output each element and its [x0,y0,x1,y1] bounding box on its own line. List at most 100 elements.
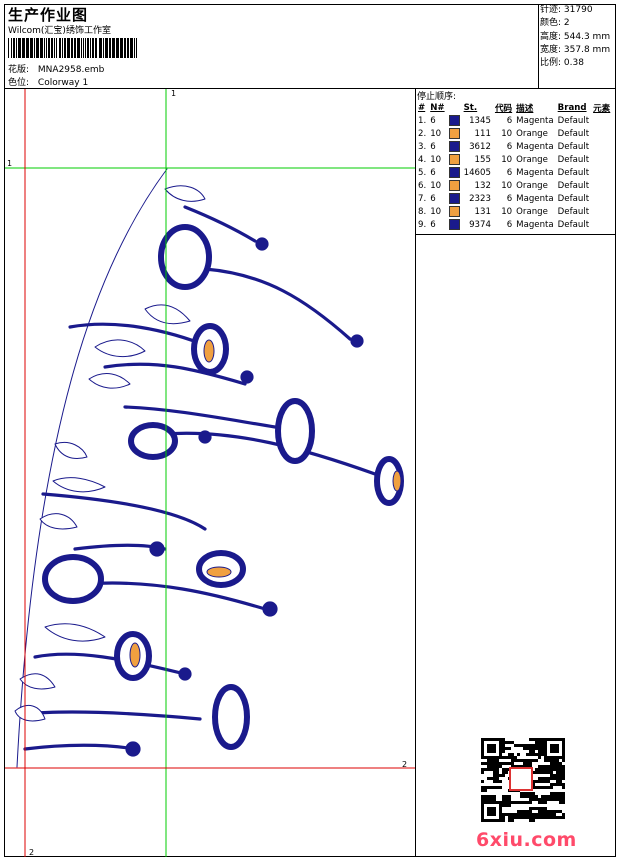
needle-number: 10 [430,128,442,139]
col-stitches: St. [463,102,478,113]
stop-row: 3. 6 3612 6 Magenta Default [416,140,612,153]
thread-description: Orange [516,180,548,191]
stop-sequence-table: # N# St. 代码 描述 Brand 元素 1. 6 1345 6 Magenta D… [416,101,612,231]
stitch-count: 131 [474,206,491,217]
bud [178,667,192,681]
thread-color-swatch [448,154,460,165]
thread-color-swatch [448,167,460,178]
thread-color-swatch [448,141,460,152]
stop-index: 5. [418,167,427,178]
flower-large [158,224,212,290]
thread-code: 10 [501,128,513,139]
thread-description: Magenta [516,193,554,204]
thread-code: 10 [501,180,513,191]
needle-number: 6 [430,167,436,178]
col-brand: Brand [557,102,587,113]
needle-number: 6 [430,193,436,204]
bud [255,237,269,251]
embroidery-design-preview: 1 1 2 2 [5,89,415,857]
flower-large [128,422,178,460]
stem [41,492,207,531]
thread-code: 6 [506,219,513,230]
stats-divider [538,4,539,88]
leaf [144,304,191,325]
panel-divider [415,88,416,857]
stat-height: 高度: 544.3 mm [540,31,611,42]
stop-row: 9. 6 9374 6 Magenta Default [416,218,612,231]
stitch-count: 111 [474,128,491,139]
thread-brand: Default [557,206,590,217]
stop-sequence-heading: 停止顺序: [417,92,457,102]
stop-row: 8. 10 131 10 Orange Default [416,205,612,218]
thread-description: Magenta [516,219,554,230]
leaf [54,442,88,459]
thread-color-swatch [448,115,460,126]
thread-color-swatch [448,219,460,230]
design-boundary [16,168,168,768]
thread-color-swatch [448,206,460,217]
thread-brand: Default [557,115,590,126]
thread-code: 6 [506,115,513,126]
col-code: 代码 [494,103,513,114]
needle-number: 10 [430,206,442,217]
thread-brand: Default [557,193,590,204]
red-vertical-guide-label: 2 [29,848,34,857]
design-stats: 针迹: 31790 颜色: 2 高度: 544.3 mm 宽度: 357.8 m… [540,4,610,70]
stop-index: 6. [418,180,427,191]
thread-code: 6 [506,141,513,152]
needle-number: 10 [430,180,442,191]
stat-scale: 比例: 0.38 [540,58,584,69]
needle-number: 6 [430,219,436,230]
header-divider [4,88,616,89]
stop-row: 1. 6 1345 6 Magenta Default [416,114,612,127]
thread-brand: Default [557,219,590,230]
thread-code: 10 [501,154,513,165]
thread-description: Orange [516,154,548,165]
design-file-name: MNA2958.emb [37,65,105,75]
thread-description: Magenta [516,115,554,126]
needle-number: 6 [430,141,436,152]
flower-large [212,684,250,750]
stitch-count: 2323 [469,193,491,204]
leaf [19,673,56,690]
stop-index: 4. [418,154,427,165]
barcode [8,38,140,58]
stop-index: 1. [418,115,427,126]
thread-description: Magenta [516,141,554,152]
thread-code: 6 [506,167,513,178]
page-title: 生产作业图 [8,6,89,24]
colorway-value: Colorway 1 [37,78,89,88]
flower-large [275,398,315,464]
stop-row: 2. 10 111 10 Orange Default [416,127,612,140]
red-horizontal-guide-label: 2 [402,760,407,769]
bud [240,370,254,384]
stem [163,431,377,476]
stem [68,322,212,349]
studio-name: Wilcom(汇宝)绣饰工作室 [8,26,111,36]
leaf [14,704,46,722]
thread-brand: Default [557,180,590,191]
thread-color-swatch [448,180,460,191]
stem [183,205,257,243]
bud [350,334,364,348]
stop-index: 8. [418,206,427,217]
flower-center [203,339,215,363]
bud [125,741,141,757]
stop-table-header: # N# St. 代码 描述 Brand 元素 [416,101,612,114]
stat-width: 宽度: 357.8 mm [540,44,611,55]
leaf [44,623,106,642]
leaf [88,373,131,389]
bud [198,430,212,444]
leaf [94,339,146,357]
stop-index: 3. [418,141,427,152]
thread-brand: Default [557,167,590,178]
stop-row: 6. 10 132 10 Orange Default [416,179,612,192]
col-needle: N# [430,102,445,113]
stem [103,362,247,386]
flower-center [392,470,402,492]
stop-index: 9. [418,219,427,230]
colorway-row: 色位: Colorway 1 [8,75,88,88]
table-bottom-rule [415,234,616,235]
thread-color-swatch [448,193,460,204]
thread-description: Orange [516,206,548,217]
